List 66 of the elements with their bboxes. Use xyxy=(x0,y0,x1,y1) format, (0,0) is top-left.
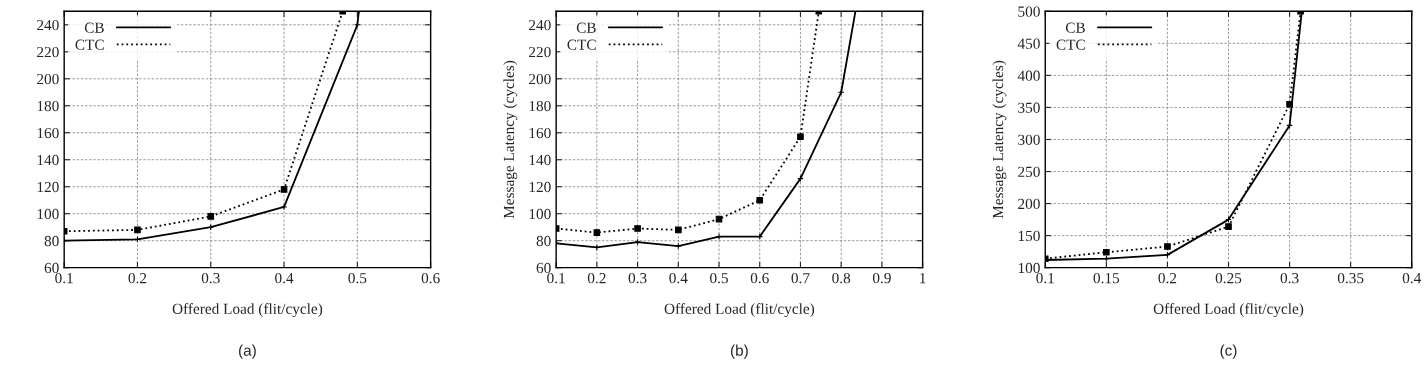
y-tick-label: 240 xyxy=(37,19,59,31)
legend-label: CTC xyxy=(75,39,104,50)
legend-label: CB xyxy=(84,22,104,33)
y-tick-label: 350 xyxy=(1018,102,1040,113)
x-tick-label: 0.4 xyxy=(1402,272,1422,284)
x-axis-title: Offered Load (flit/cycle) xyxy=(664,303,815,318)
x-tick-label: 0.9 xyxy=(872,272,891,284)
y-tick-label: 200 xyxy=(1018,198,1040,210)
y-tick-label: 80 xyxy=(536,235,551,247)
y-tick-label: 200 xyxy=(529,73,551,85)
x-tick-label: 0.2 xyxy=(128,272,147,284)
text: (a) xyxy=(239,344,256,359)
y-axis-title: Message Latency (cycles) xyxy=(992,60,1007,219)
legend-label: CTC xyxy=(1056,39,1085,50)
y-tick-label: 140 xyxy=(529,154,551,166)
x-tick-label: 0.2 xyxy=(1158,272,1177,284)
x-tick-label: 0.25 xyxy=(1215,272,1242,284)
x-tick-label: 0.3 xyxy=(628,272,647,284)
y-tick-label: 150 xyxy=(1018,230,1040,242)
x-tick-label: 0.4 xyxy=(275,272,294,284)
y-tick-label: 140 xyxy=(37,154,59,166)
y-tick-label: 160 xyxy=(529,127,551,139)
x-tick-label: 0.4 xyxy=(669,272,688,284)
y-tick-label: 240 xyxy=(529,19,551,31)
x-tick-label: 0.2 xyxy=(587,272,606,284)
text: (c) xyxy=(1220,344,1237,359)
x-tick-label: 0.1 xyxy=(55,272,73,284)
y-tick-label: 450 xyxy=(1017,38,1040,49)
y-tick-label: 100 xyxy=(1018,262,1040,274)
y-tick-label: 220 xyxy=(37,46,59,58)
x-tick-label: 0.5 xyxy=(710,272,728,284)
x-tick-label: 0.7 xyxy=(791,272,810,284)
x-tick-label: 0.3 xyxy=(1280,272,1299,284)
x-tick-label: 0.35 xyxy=(1337,272,1364,284)
x-tick-label: 0.6 xyxy=(750,272,769,284)
y-tick-label: 80 xyxy=(44,235,59,247)
y-tick-label: 220 xyxy=(529,46,551,58)
y-tick-label: 400 xyxy=(1017,70,1040,81)
legend-label: CB xyxy=(576,22,596,33)
x-tick-label: 0.8 xyxy=(832,272,851,284)
y-tick-label: 100 xyxy=(529,208,551,220)
y-tick-label: 120 xyxy=(37,181,59,193)
y-tick-label: 300 xyxy=(1018,134,1040,145)
x-axis-title: Offered Load (flit/cycle) xyxy=(172,303,323,318)
x-tick-label: 0.15 xyxy=(1093,272,1120,284)
legend-label: CB xyxy=(1065,22,1085,33)
x-tick-label: 0.1 xyxy=(1036,272,1054,284)
x-axis-title: Offered Load (flit/cycle) xyxy=(1153,303,1304,318)
y-axis-title: Message Latency (cycles) xyxy=(503,60,518,219)
x-tick-label: 0.5 xyxy=(348,272,367,284)
y-tick-label: 180 xyxy=(529,100,551,112)
x-tick-label: 0.6 xyxy=(421,272,440,284)
y-tick-label: 250 xyxy=(1018,166,1040,177)
legend-label: CTC xyxy=(567,39,596,50)
y-tick-label: 120 xyxy=(529,181,551,193)
x-tick-label: 1 xyxy=(920,273,926,284)
y-tick-label: 60 xyxy=(536,262,551,274)
y-tick-label: 500 xyxy=(1018,6,1040,17)
y-tick-label: 200 xyxy=(37,73,59,85)
text: (b) xyxy=(730,344,748,359)
y-tick-label: 100 xyxy=(37,208,59,220)
x-tick-label: 0.1 xyxy=(547,272,565,284)
y-tick-label: 180 xyxy=(37,100,59,112)
y-tick-label: 160 xyxy=(37,127,59,139)
y-tick-label: 60 xyxy=(44,262,59,274)
x-tick-label: 0.3 xyxy=(201,272,220,284)
